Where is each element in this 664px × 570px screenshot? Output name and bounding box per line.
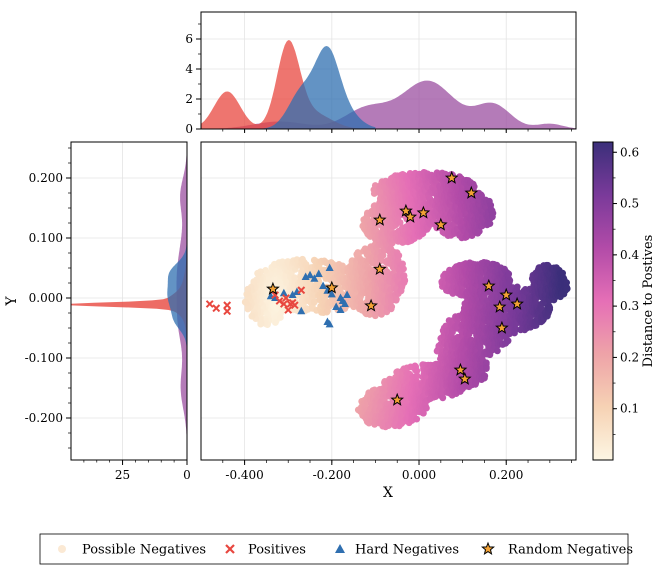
left-x-tick-label: 0 — [183, 468, 191, 482]
top-y-tick-label: 2 — [185, 92, 193, 106]
possible-negative-point — [546, 306, 554, 313]
possible-negative-point — [248, 312, 256, 320]
possible-negative-point — [241, 298, 249, 306]
possible-negative-point — [388, 303, 396, 311]
possible-negative-point — [393, 295, 400, 303]
left-density-frame — [70, 141, 188, 461]
possible-negative-point — [506, 277, 514, 284]
possible-negative-point — [504, 337, 512, 345]
possible-negative-point — [323, 259, 330, 267]
possible-negative-point — [400, 265, 407, 273]
possible-negative-point — [401, 277, 409, 284]
possible-negative-point — [291, 274, 299, 282]
positive-point — [223, 307, 232, 316]
possible-negative-point — [262, 267, 269, 274]
left-density-ticks: 25 0 — [83, 460, 191, 482]
top-density-positives — [201, 40, 367, 129]
top-density-hard-negatives — [262, 46, 376, 129]
possible-negative-point — [439, 394, 447, 402]
possible-negative-point — [396, 219, 404, 226]
top-density-curves — [201, 40, 576, 129]
left-density-hard-negatives — [167, 226, 187, 370]
left-density-curves — [71, 142, 187, 460]
possible-negative-point — [489, 209, 497, 217]
possible-negative-point — [423, 404, 430, 412]
positive-point — [205, 300, 214, 308]
positive-point — [223, 301, 232, 310]
top-y-tick-label: 6 — [185, 32, 193, 46]
possible-negative-point — [254, 269, 261, 277]
left-density-panel: 25 0 — [70, 141, 191, 482]
possible-negative-point — [563, 285, 571, 293]
top-y-tick-label: 0 — [185, 122, 193, 136]
possible-negative-point — [413, 372, 421, 380]
possible-negative-point — [482, 365, 490, 372]
possible-negative-point — [277, 314, 284, 321]
possible-negative-point — [250, 278, 258, 286]
top-y-tick-label: 4 — [185, 62, 193, 76]
possible-negative-point — [413, 367, 421, 375]
possible-negative-point — [311, 298, 318, 305]
top-density-ticks: 0 2 4 6 — [185, 23, 572, 136]
positive-point — [212, 304, 221, 313]
possible-negative-point — [395, 252, 403, 259]
possible-negative-point — [505, 270, 513, 278]
possible-negative-point — [257, 320, 265, 328]
possible-negative-point — [513, 283, 521, 291]
top-density-possible-negatives — [201, 80, 576, 129]
possible-negative-point — [413, 415, 421, 423]
possible-negative-point — [272, 319, 279, 326]
possible-negative-point — [494, 347, 501, 355]
top-density-panel: 0 2 4 6 — [185, 11, 577, 136]
top-density-frame — [200, 11, 577, 130]
possible-negative-point — [481, 372, 489, 380]
possible-negatives-points — [241, 169, 571, 431]
main-scatter-panel: -0.400 -0.200 0.000 0.200-0.200-0.1000.0000… — [4, 141, 577, 501]
left-density-positives — [71, 250, 187, 358]
possible-negative-point — [244, 305, 252, 313]
left-x-tick-label: 25 — [115, 468, 130, 482]
possible-negative-point — [243, 290, 251, 298]
